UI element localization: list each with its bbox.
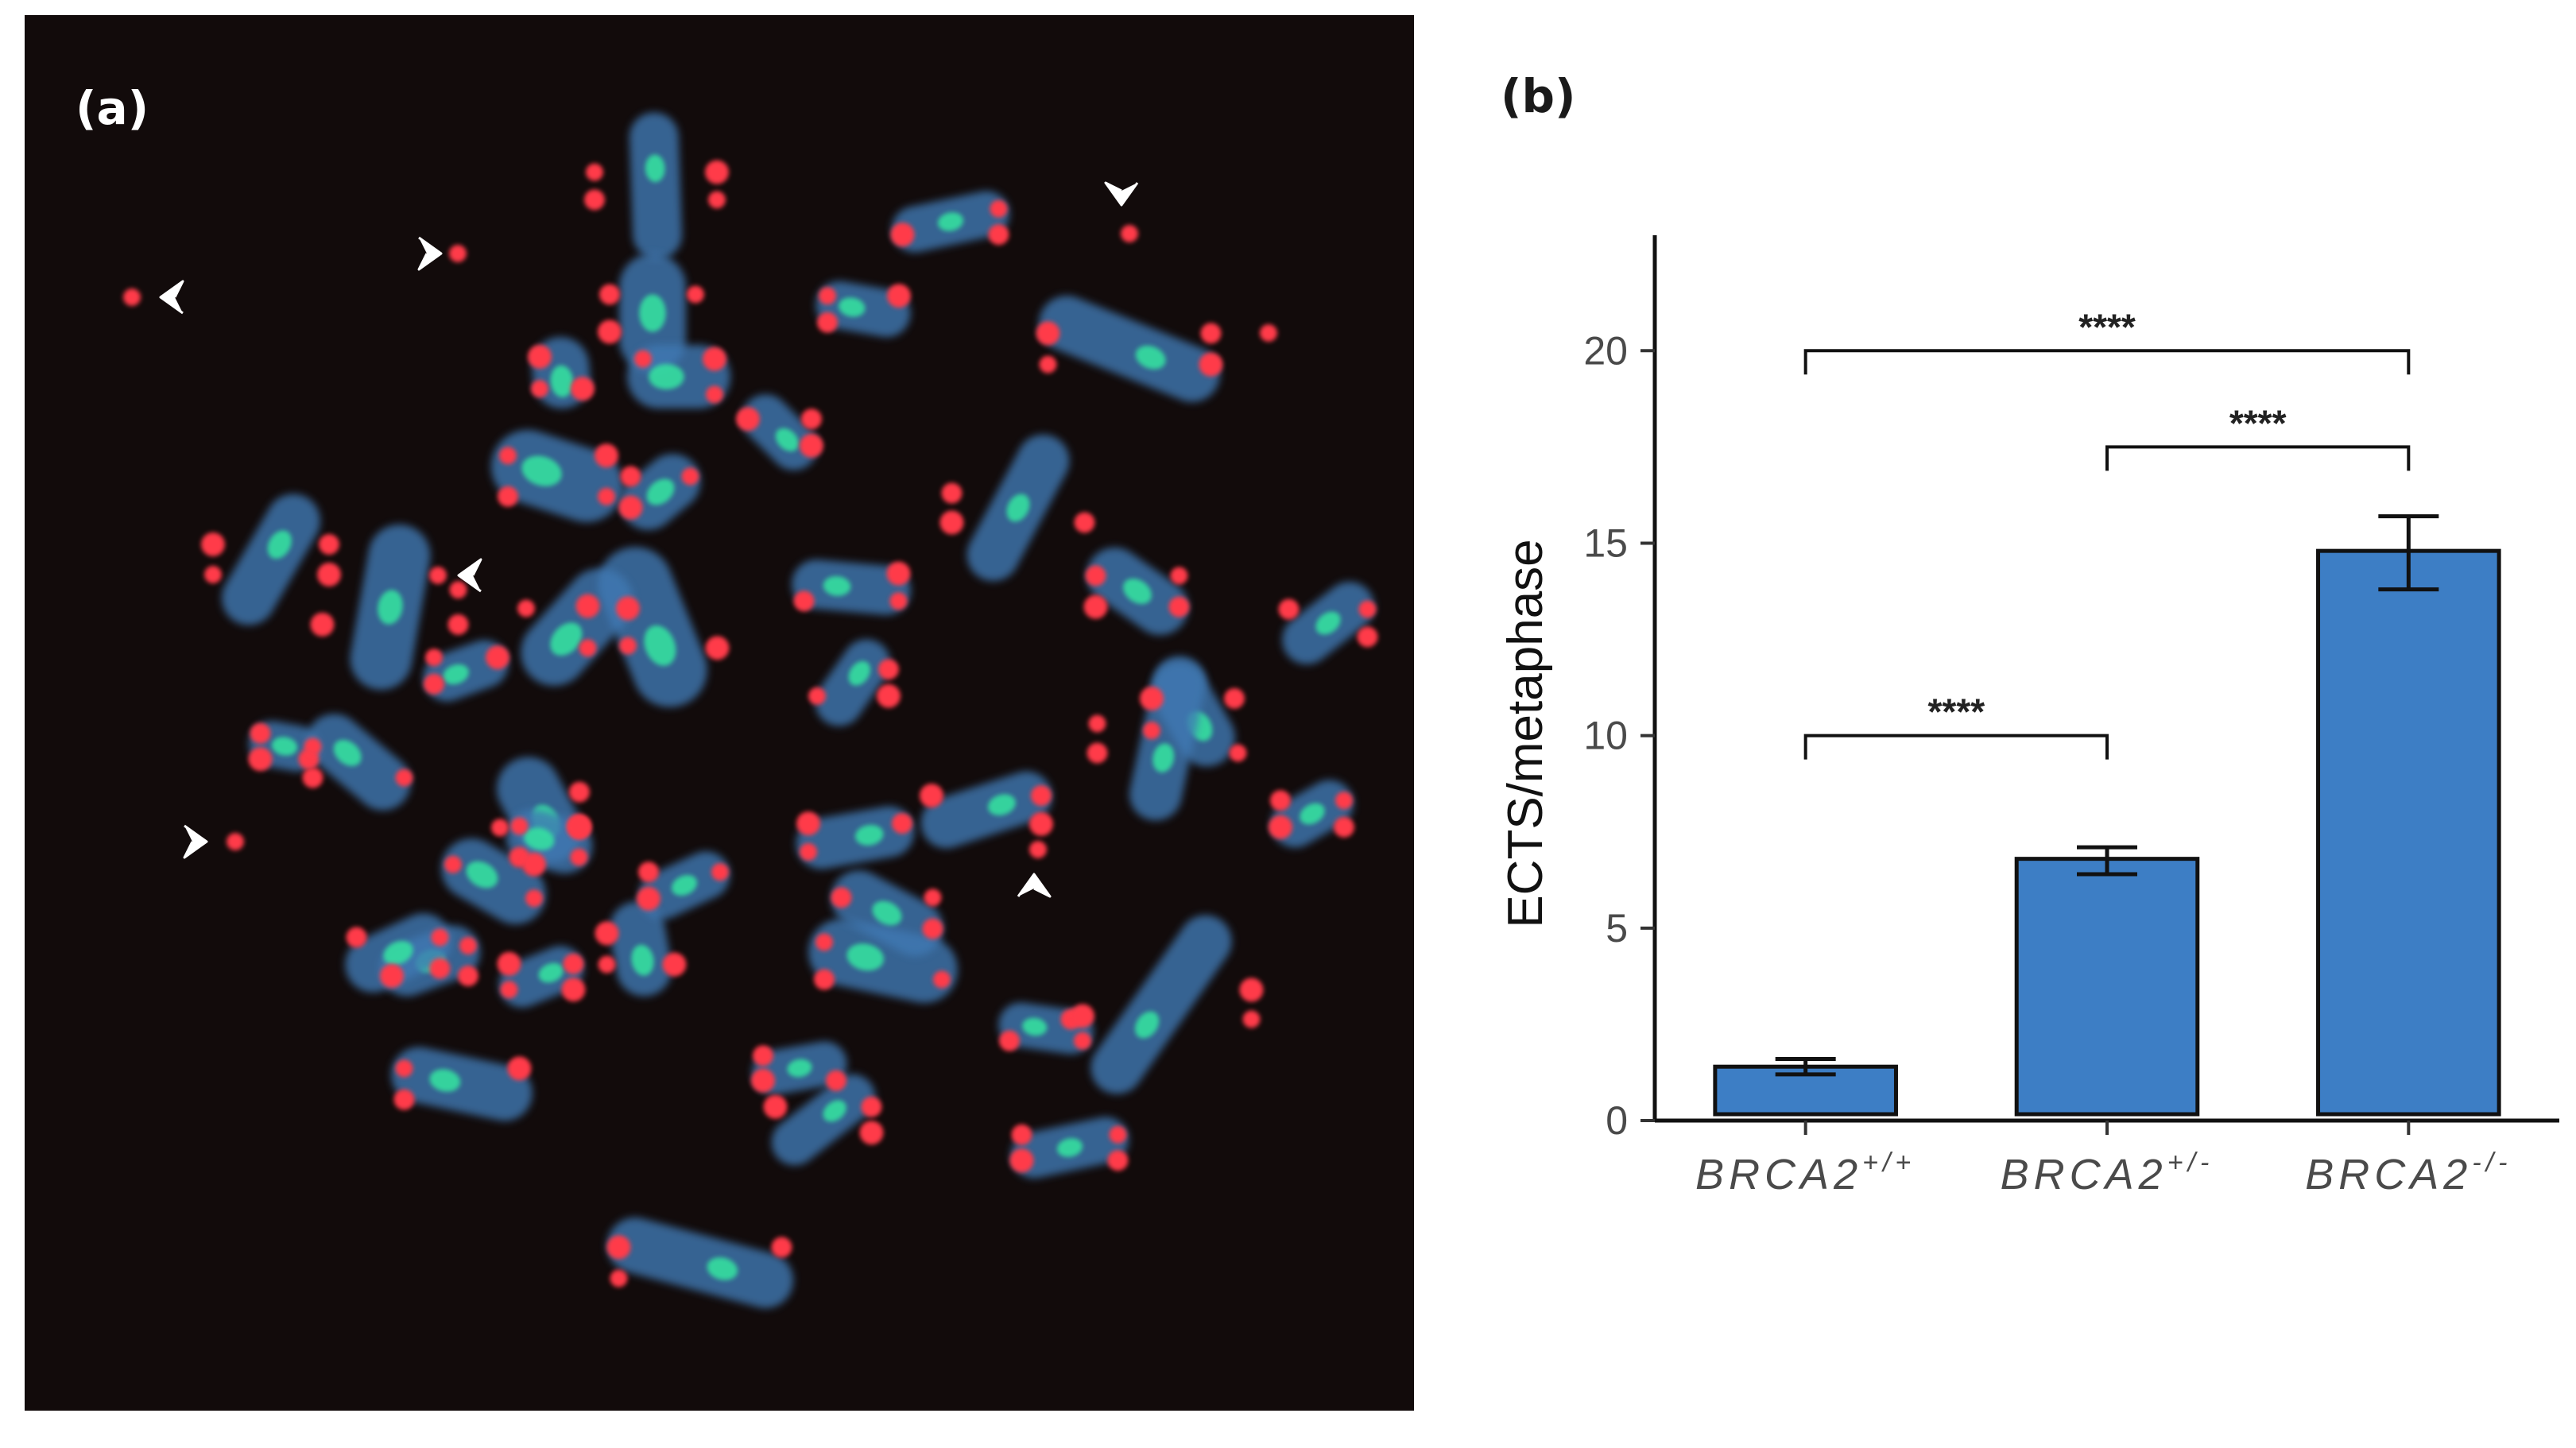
arrowhead-icon bbox=[183, 824, 208, 859]
bar-chart: 0 5 10 15 20 ECTS/metaphase BRCA2+/+ BRCA2+/- BR… bbox=[1498, 235, 2559, 1198]
arrowhead-icon bbox=[457, 558, 482, 593]
chromosome bbox=[752, 1041, 847, 1095]
y-tick-label: 0 bbox=[1606, 1098, 1628, 1143]
y-tick-label: 5 bbox=[1606, 906, 1628, 950]
arrowhead-icon bbox=[1104, 181, 1139, 207]
chromosome bbox=[423, 640, 509, 702]
metaphase-micrograph: (a) bbox=[25, 15, 1414, 1411]
ects-signal bbox=[449, 245, 467, 262]
y-tick-label: 10 bbox=[1583, 714, 1628, 758]
chromosome bbox=[345, 913, 451, 993]
significance-bracket bbox=[1803, 349, 2411, 375]
chromosome bbox=[1282, 582, 1374, 664]
ects-signal bbox=[227, 833, 244, 850]
chromosome-layer bbox=[222, 112, 1374, 1308]
chromosome bbox=[222, 494, 320, 625]
ects-signal bbox=[429, 567, 447, 584]
panel-label-b: (b) bbox=[1501, 69, 1576, 123]
bar-chart-panel: 0 5 10 15 20 ECTS/metaphase BRCA2+/+ BRCA2+/- BR… bbox=[1415, 0, 2576, 1448]
chromosome bbox=[1129, 656, 1206, 821]
chromosome bbox=[966, 434, 1070, 582]
chromosome bbox=[771, 1074, 876, 1166]
chromosome bbox=[620, 454, 701, 530]
x-tick-label: BRCA2+/+ bbox=[1695, 1148, 1916, 1198]
significance-label: **** bbox=[2078, 306, 2136, 347]
x-tick-label: BRCA2+/- bbox=[2001, 1148, 2214, 1198]
chromosome bbox=[1090, 915, 1232, 1094]
chromosome bbox=[619, 254, 686, 373]
chromosome bbox=[441, 838, 546, 924]
signal-layer bbox=[123, 160, 1378, 1287]
ects-signal bbox=[1029, 841, 1047, 858]
chromosome bbox=[1011, 1117, 1129, 1179]
arrowhead-icon bbox=[417, 236, 443, 271]
chromosome bbox=[815, 281, 911, 338]
significance-label: **** bbox=[1928, 691, 1985, 733]
chromosome bbox=[350, 525, 431, 690]
x-tick-label: BRCA2-/- bbox=[2305, 1148, 2512, 1198]
chromosome bbox=[391, 1047, 533, 1121]
significance-bracket bbox=[2105, 445, 2411, 471]
chromosome bbox=[1271, 780, 1354, 848]
y-axis-title: ECTS/metaphase bbox=[1498, 539, 1553, 927]
chromosome bbox=[638, 851, 730, 920]
chromosome bbox=[742, 394, 818, 470]
chromosome bbox=[609, 901, 672, 997]
ects-signal bbox=[123, 288, 141, 306]
chromosome bbox=[831, 870, 943, 956]
y-tick-label: 15 bbox=[1583, 521, 1628, 565]
chromosome bbox=[606, 1218, 794, 1308]
bar bbox=[2316, 548, 2501, 1117]
significance-bracket bbox=[1803, 734, 2109, 760]
ects-signal bbox=[1121, 225, 1138, 242]
chromosome bbox=[498, 946, 584, 1008]
ects-signal bbox=[1260, 324, 1277, 342]
chromosome bbox=[792, 559, 911, 615]
chromosome bbox=[306, 714, 411, 811]
chromosome bbox=[920, 771, 1052, 849]
chromosome bbox=[892, 191, 1009, 253]
bar bbox=[1713, 1064, 1898, 1117]
arrowhead-layer bbox=[159, 181, 1139, 898]
chromosome bbox=[521, 568, 633, 686]
metaphase-image bbox=[123, 112, 1378, 1308]
y-tick-label: 20 bbox=[1583, 328, 1628, 373]
chromosome bbox=[796, 806, 915, 869]
chromosome bbox=[1039, 296, 1220, 402]
significance-label: **** bbox=[2229, 402, 2287, 443]
arrowhead-icon bbox=[159, 280, 184, 315]
bar bbox=[2014, 857, 2200, 1117]
arrowhead-icon bbox=[1017, 873, 1052, 898]
chromosome bbox=[1087, 547, 1188, 636]
chromosome bbox=[629, 112, 683, 260]
panel-label-a: (a) bbox=[76, 81, 149, 135]
chromosome bbox=[490, 429, 624, 523]
chromosome bbox=[815, 639, 891, 726]
